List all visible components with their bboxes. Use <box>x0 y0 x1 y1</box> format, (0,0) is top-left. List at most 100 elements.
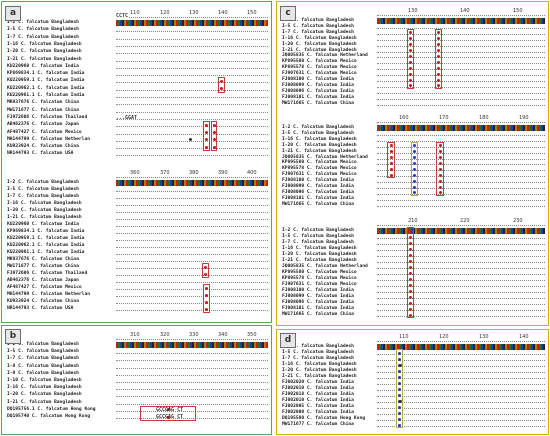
identity-dots <box>377 164 545 166</box>
identity-dots <box>377 152 545 154</box>
sequence-row: DQ195756.1 C. falcatum Hong Kong <box>4 407 270 413</box>
variant-base-mark <box>398 387 401 391</box>
sequence-label: I-20 C. falcatum Bangladesh <box>7 392 82 398</box>
variant-base-mark <box>409 253 412 257</box>
variant-base-mark <box>409 49 412 52</box>
identity-dots <box>377 158 545 160</box>
ruler-line <box>116 17 268 18</box>
variant-base-mark <box>409 241 412 245</box>
sequence-label: KP869834.1 C. falcatum India <box>7 229 85 234</box>
sequence-row: FJ008100 C. falcatum India <box>279 77 547 83</box>
sequence-row: I-16 C. falcatum Bangladesh <box>4 42 270 48</box>
identity-dots <box>377 238 545 239</box>
variant-base-mark <box>413 150 416 154</box>
sequence-label: I-21 C. falcatum Bangladesh <box>282 258 357 263</box>
variant-highlight-box <box>203 284 210 313</box>
reference-sequence <box>116 20 268 26</box>
sequence-row: I-9 C. falcatum Bangladesh <box>4 371 270 377</box>
sequence-label: FJ008100 C. falcatum India <box>282 178 354 184</box>
sequence-row: I-5 C. falcatum Bangladesh <box>279 350 547 356</box>
sequence-label: NR144793 C. falcatum USA <box>7 306 74 311</box>
variant-base-mark <box>409 307 412 311</box>
sequence-label: JQ005835 C. falcatum Netherland <box>282 53 368 59</box>
ruler-tick-label: 310 <box>130 332 140 338</box>
variant-base-mark <box>398 393 401 397</box>
sequence-label: KU933924 C. falcatum China <box>7 299 79 304</box>
alignment-block: 310 320 330 340 350 I-2 C. falcatum Banglades… <box>4 332 270 432</box>
variant-base-mark <box>409 84 412 88</box>
sequence-label: I-5 C. falcatum Bangladesh <box>282 23 354 29</box>
sequence-row: JQ005835 C. falcatum Netherland <box>279 155 547 161</box>
sequence-row: KU220962.1 C. falcatum India <box>4 86 270 92</box>
variant-base-mark <box>409 78 412 82</box>
variant-base-mark <box>437 60 440 64</box>
identity-dots <box>377 420 545 421</box>
identity-dots <box>116 374 268 376</box>
sequence-label: FJ972606 C. falcatum Thailand <box>7 114 88 120</box>
sequence-row: I-5 C. falcatum Bangladesh <box>279 234 547 240</box>
identity-dots <box>116 360 268 362</box>
sequence-row: DQ195740 C. falcatum Hong Kong <box>4 414 270 420</box>
variant-base-mark <box>205 307 208 311</box>
sequence-label: KU220959.1 C. falcatum India <box>7 78 85 84</box>
variant-base-mark <box>390 144 393 148</box>
sequence-label: I-5 C. falcatum Bangladesh <box>7 187 79 192</box>
variant-base-mark <box>437 78 440 82</box>
identity-dots <box>377 57 545 59</box>
sequence-row: I-16 C. falcatum Bangladesh <box>279 362 547 368</box>
sequence-label: I-5 C. falcatum Bangladesh <box>7 27 79 33</box>
identity-dots <box>116 191 268 192</box>
identity-dots <box>116 219 268 220</box>
variant-base-mark <box>213 131 216 134</box>
position-ruler: 160 170 180 190 <box>377 115 545 125</box>
sequence-row: FJ008099 C. falcatum India <box>279 294 547 300</box>
identity-dots <box>116 45 268 47</box>
sequence-label: JQ005835 C. falcatum Netherland <box>282 264 368 269</box>
identity-dots <box>116 140 268 142</box>
sequence-row: KP895578 C. falcatum Mexico <box>279 65 547 71</box>
variant-base-mark <box>439 179 442 183</box>
sequence-row: I-5 C. falcatum Bangladesh <box>4 349 270 355</box>
sequence-row: KP895580 C. falcatum Mexico <box>279 160 547 166</box>
panel-label-c: c <box>280 6 296 21</box>
variant-base-mark <box>213 138 216 142</box>
sequence-row: I-7 C. falcatum Bangladesh <box>4 356 270 362</box>
sequence-row: FJ907631 C. falcatum Mexico <box>279 282 547 288</box>
identity-dots <box>377 33 545 35</box>
identity-dots <box>116 389 268 391</box>
identity-dots <box>116 226 268 227</box>
variant-base-mark <box>398 357 401 361</box>
sequence-label: I-5 C. falcatum Bangladesh <box>7 349 79 355</box>
identity-dots <box>116 303 268 304</box>
identity-dots <box>377 378 545 379</box>
sequence-row: KP895580 C. falcatum Mexico <box>279 59 547 65</box>
identity-dots <box>116 296 268 297</box>
reference-sequence <box>377 125 545 131</box>
variant-base-mark <box>437 31 440 35</box>
sequence-label: I-21 C. falcatum Bangladesh <box>7 399 82 405</box>
sequence-label: I-5 C. falcatum Bangladesh <box>282 130 354 136</box>
sequence-row: KU220962.1 C. falcatum India <box>4 243 270 249</box>
ruler-tick-label: 140 <box>460 8 470 14</box>
sequence-label: KU220959.1 C. falcatum India <box>7 236 85 241</box>
variant-base-mark <box>390 161 393 165</box>
variant-base-mark <box>398 381 401 385</box>
variant-base-mark <box>439 191 442 195</box>
sequence-row: AB462376 C. falcatum Japan <box>4 278 270 284</box>
panel-d: d 110 120 130 140 I-2 C. falcatum Bangladesh… <box>276 329 549 435</box>
identity-dots <box>377 63 545 65</box>
sequence-row: FJ008096 C. falcatum India <box>279 190 547 196</box>
identity-dots <box>377 39 545 41</box>
sequence-label: FJ972606 C. falcatum Thailand <box>7 271 88 276</box>
sequence-row: I-20 C. falcatum Bangladesh <box>279 42 547 48</box>
sequence-row: JQ005835 C. falcatum Netherland <box>279 264 547 270</box>
variant-base-mark <box>390 150 393 154</box>
sequence-label: DQ195740 C. falcatum Hong Kong <box>7 414 90 419</box>
sequence-label: I-7 C. falcatum Bangladesh <box>7 356 79 362</box>
sequence-row: I-16 C. falcatum Bangladesh <box>279 246 547 252</box>
sequence-row: I-16 C. falcatum Bangladesh <box>4 201 270 207</box>
sequence-row: I-21 C. falcatum Bangladesh <box>4 57 270 63</box>
variant-base-mark <box>437 84 440 88</box>
sequence-label: I-16 C. falcatum Bangladesh <box>282 362 357 367</box>
sequence-row: FJ008100 C. falcatum India <box>279 178 547 184</box>
